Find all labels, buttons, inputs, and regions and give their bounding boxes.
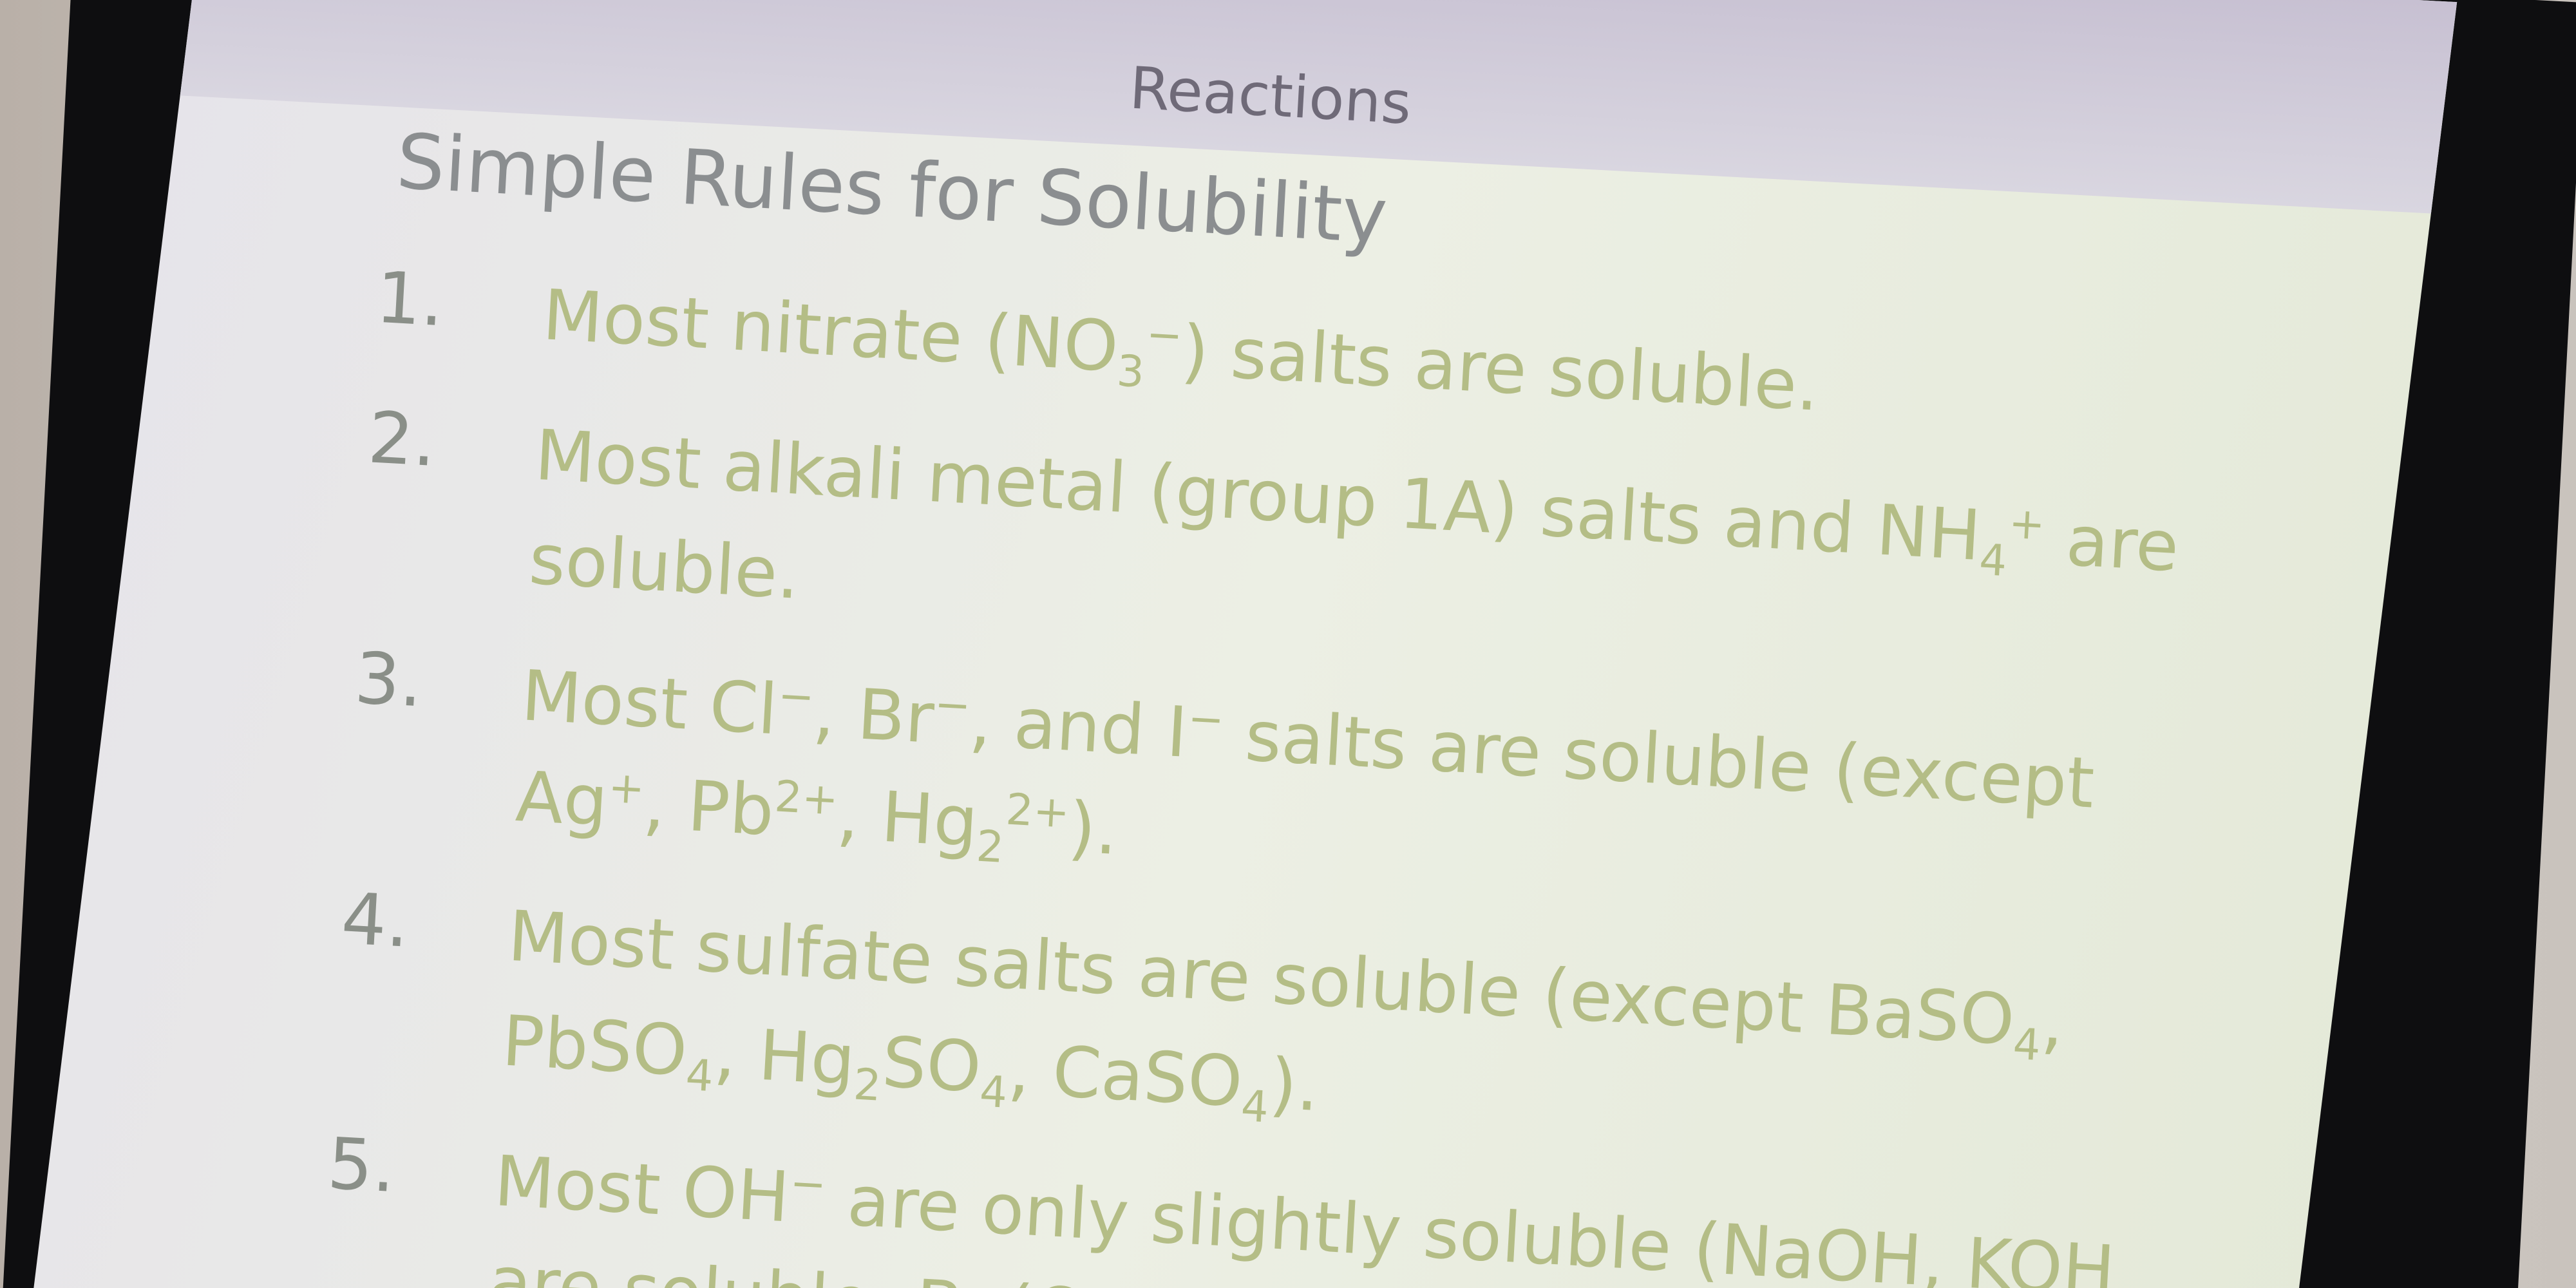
superscript: − xyxy=(788,1157,828,1210)
rule-number: 4. xyxy=(339,877,412,964)
text-run: , Hg xyxy=(712,1012,858,1101)
superscript: − xyxy=(777,670,816,723)
subscript: 4 xyxy=(978,1066,1009,1118)
superscript: − xyxy=(1145,308,1184,361)
text-run: Most nitrate (NO xyxy=(540,275,1121,388)
text-run: ). xyxy=(1267,1043,1321,1127)
rule-number: 5. xyxy=(325,1122,398,1208)
rule-list: 1. Most nitrate (NO3−) salts are soluble.… xyxy=(294,256,2307,1288)
rule-number: 1. xyxy=(374,256,446,343)
text-run: , Pb xyxy=(641,763,777,851)
text-run: , Br xyxy=(811,672,936,759)
superscript: 2+ xyxy=(1004,783,1071,838)
text-run: ). xyxy=(1066,787,1121,871)
rule-number: 3. xyxy=(352,636,425,723)
text-run: , and I xyxy=(967,681,1189,773)
text-run: Most Cl xyxy=(519,656,780,751)
text-run: ) salts are soluble. xyxy=(1179,310,1821,427)
subscript: 4 xyxy=(2011,1019,2042,1071)
text-run: SO xyxy=(880,1022,983,1108)
text-run: , Ca(OH) xyxy=(1192,1281,1493,1288)
superscript: − xyxy=(933,678,972,731)
slide: Reactions Simple Rules for Solubility 1.… xyxy=(292,54,2315,1288)
text-run: Most OH xyxy=(492,1141,792,1238)
subscript: 4 xyxy=(1978,534,2009,586)
subscript: 2 xyxy=(975,820,1005,873)
subscript: 4 xyxy=(684,1049,715,1102)
rule-number: 2. xyxy=(366,395,439,482)
text-run: , Hg xyxy=(835,774,980,863)
superscript: − xyxy=(1186,692,1226,745)
superscript: + xyxy=(2007,497,2047,550)
subscript: 3 xyxy=(1115,345,1146,397)
superscript: + xyxy=(607,761,647,814)
subscript: 2 xyxy=(852,1059,883,1111)
subscript: 4 xyxy=(1240,1081,1270,1133)
text-run: , CaSO xyxy=(1006,1029,1245,1123)
superscript: 2+ xyxy=(773,770,840,825)
